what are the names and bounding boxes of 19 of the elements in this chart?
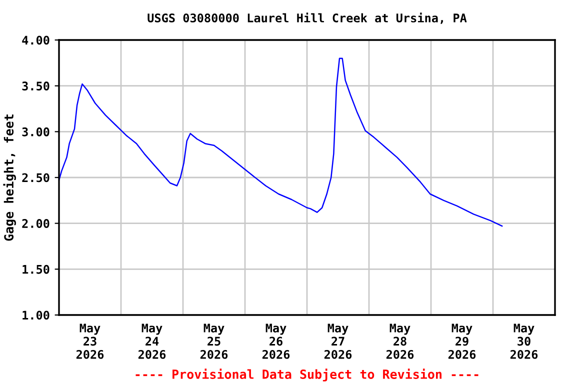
y-tick-label: 3.00 — [22, 127, 50, 136]
y-tick-label: 4.00 — [22, 36, 50, 45]
x-tick-label: May 27 2026 — [324, 324, 352, 359]
text: ---- Provisional Data Subject to Revision ---- — [136, 368, 478, 382]
x-tick-label: May 24 2026 — [138, 324, 166, 359]
x-tick-label: May 23 2026 — [76, 324, 104, 359]
x-tick-label: May 25 2026 — [200, 324, 228, 359]
chart-title: USGS 03080000 Laurel Hill Creek at Ursina, PA — [148, 12, 467, 24]
y-tick-label: 1.00 — [22, 310, 50, 320]
y-tick-label: 3.50 — [22, 82, 50, 90]
x-tick-label: May 26 2026 — [262, 324, 290, 359]
y-axis-title: Gage height, feet — [3, 114, 16, 241]
x-tick-label: May 30 2026 — [510, 324, 538, 359]
y-tick-label: 1.50 — [22, 264, 50, 274]
x-tick-label: May 28 2026 — [386, 324, 414, 359]
y-tick-label: 2.00 — [22, 219, 50, 228]
x-tick-label: May 29 2026 — [448, 324, 476, 359]
y-tick-label: 2.50 — [22, 173, 50, 182]
line-series — [59, 58, 503, 227]
